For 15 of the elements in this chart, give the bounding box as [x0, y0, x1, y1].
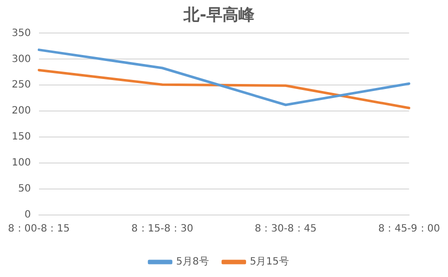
- x-tick-label: 8：15-8：30: [131, 224, 194, 235]
- chart-title: 北-早高峰: [182, 4, 256, 24]
- x-tick-label: 8：30-8：45: [254, 224, 317, 235]
- y-tick-label: 300: [12, 54, 31, 65]
- y-tick-label: 50: [18, 184, 31, 195]
- x-tick-label: 8：45-9：00: [378, 224, 440, 235]
- legend-label: 5月8号: [176, 256, 209, 268]
- y-tick-label: 100: [12, 158, 31, 169]
- y-tick-label: 250: [12, 80, 31, 91]
- y-tick-label: 200: [12, 106, 31, 117]
- y-tick-label: 350: [12, 28, 31, 39]
- x-tick-label: 8：00-8：15: [8, 224, 70, 235]
- y-tick-label: 0: [24, 210, 31, 221]
- y-tick-label: 150: [12, 132, 31, 143]
- legend-label: 5月15号: [250, 256, 289, 268]
